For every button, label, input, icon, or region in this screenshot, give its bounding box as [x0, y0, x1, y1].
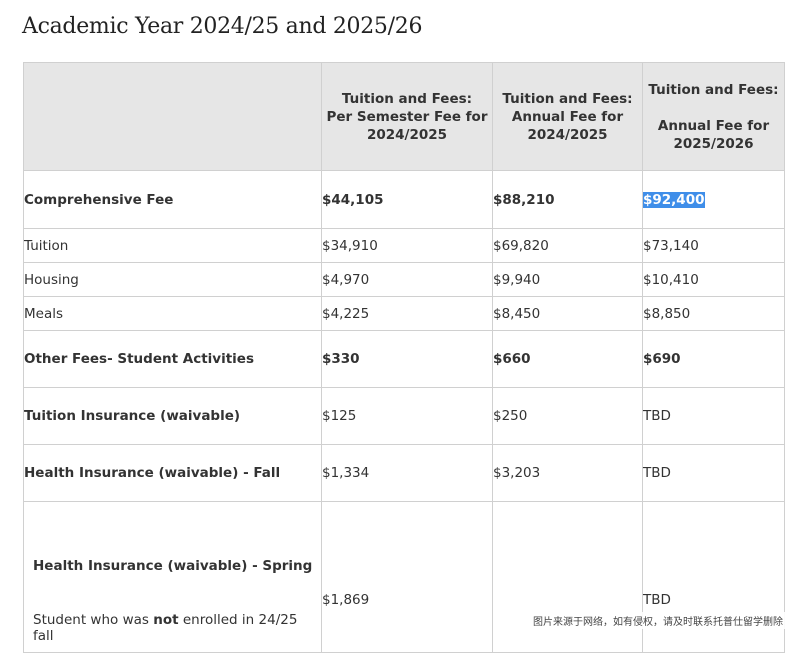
cell-value: $88,210	[492, 170, 643, 229]
row-label: Housing	[23, 262, 322, 297]
cell-value: $4,970	[321, 262, 493, 297]
cell-value: $330	[321, 330, 493, 388]
watermark-text: 图片来源于网络，如有侵权，请及时联系托普仕留学删除	[531, 612, 785, 629]
cell-value: $1,869	[322, 592, 370, 608]
cell-value: $1,334	[321, 444, 493, 502]
row-label: Tuition	[23, 228, 322, 263]
row-label: Health Insurance (waivable) - Spring	[33, 558, 313, 574]
row-label: Meals	[23, 296, 322, 331]
header-per-semester-2024: Tuition and Fees: Per Semester Fee for 2…	[321, 62, 493, 171]
cell-value: $125	[321, 387, 493, 445]
header-annual-2025: Tuition and Fees: Annual Fee for 2025/20…	[642, 62, 785, 171]
table-row-tuition: Tuition $34,910 $69,820 $73,140	[23, 228, 785, 263]
table-row-other-fees: Other Fees- Student Activities $330 $660…	[23, 330, 785, 388]
cell-value: TBD	[642, 444, 785, 502]
fee-table: Tuition and Fees: Per Semester Fee for 2…	[23, 62, 785, 653]
header-annual-2024: Tuition and Fees: Annual Fee for 2024/20…	[492, 62, 643, 171]
cell-value: $690	[642, 330, 785, 388]
cell-value: $4,225	[321, 296, 493, 331]
cell-value-cell: $1,869	[321, 501, 493, 653]
row-note: Student who was not enrolled in 24/25 fa…	[33, 612, 298, 644]
table-row-comprehensive-fee: Comprehensive Fee $44,105 $88,210 $92,40…	[23, 170, 785, 229]
header-row: Tuition and Fees: Per Semester Fee for 2…	[23, 62, 785, 171]
row-label-cell: Health Insurance (waivable) - Spring Stu…	[23, 501, 322, 653]
cell-value: $92,400	[642, 170, 785, 229]
table-row-meals: Meals $4,225 $8,450 $8,850	[23, 296, 785, 331]
table-row-health-spring: Health Insurance (waivable) - Spring Stu…	[23, 501, 785, 653]
cell-value: TBD	[643, 592, 671, 608]
cell-value: $73,140	[642, 228, 785, 263]
cell-value: $10,410	[642, 262, 785, 297]
row-label: Tuition Insurance (waivable)	[23, 387, 322, 445]
row-label: Comprehensive Fee	[23, 170, 322, 229]
cell-value: $8,850	[642, 296, 785, 331]
selected-text[interactable]: $92,400	[643, 191, 705, 208]
table-row-housing: Housing $4,970 $9,940 $10,410	[23, 262, 785, 297]
table-row-tuition-insurance: Tuition Insurance (waivable) $125 $250 T…	[23, 387, 785, 445]
table-row-health-fall: Health Insurance (waivable) - Fall $1,33…	[23, 444, 785, 502]
row-label: Health Insurance (waivable) - Fall	[23, 444, 322, 502]
cell-value: $250	[492, 387, 643, 445]
cell-value-cell: TBD	[642, 501, 785, 653]
cell-empty	[492, 501, 643, 653]
cell-value: $44,105	[321, 170, 493, 229]
cell-value: $8,450	[492, 296, 643, 331]
cell-value: $34,910	[321, 228, 493, 263]
header-corner-cell	[23, 62, 322, 171]
cell-value: TBD	[642, 387, 785, 445]
page-title: Academic Year 2024/25 and 2025/26	[22, 14, 423, 39]
row-label: Other Fees- Student Activities	[23, 330, 322, 388]
cell-value: $660	[492, 330, 643, 388]
cell-value: $3,203	[492, 444, 643, 502]
cell-value: $9,940	[492, 262, 643, 297]
cell-value: $69,820	[492, 228, 643, 263]
